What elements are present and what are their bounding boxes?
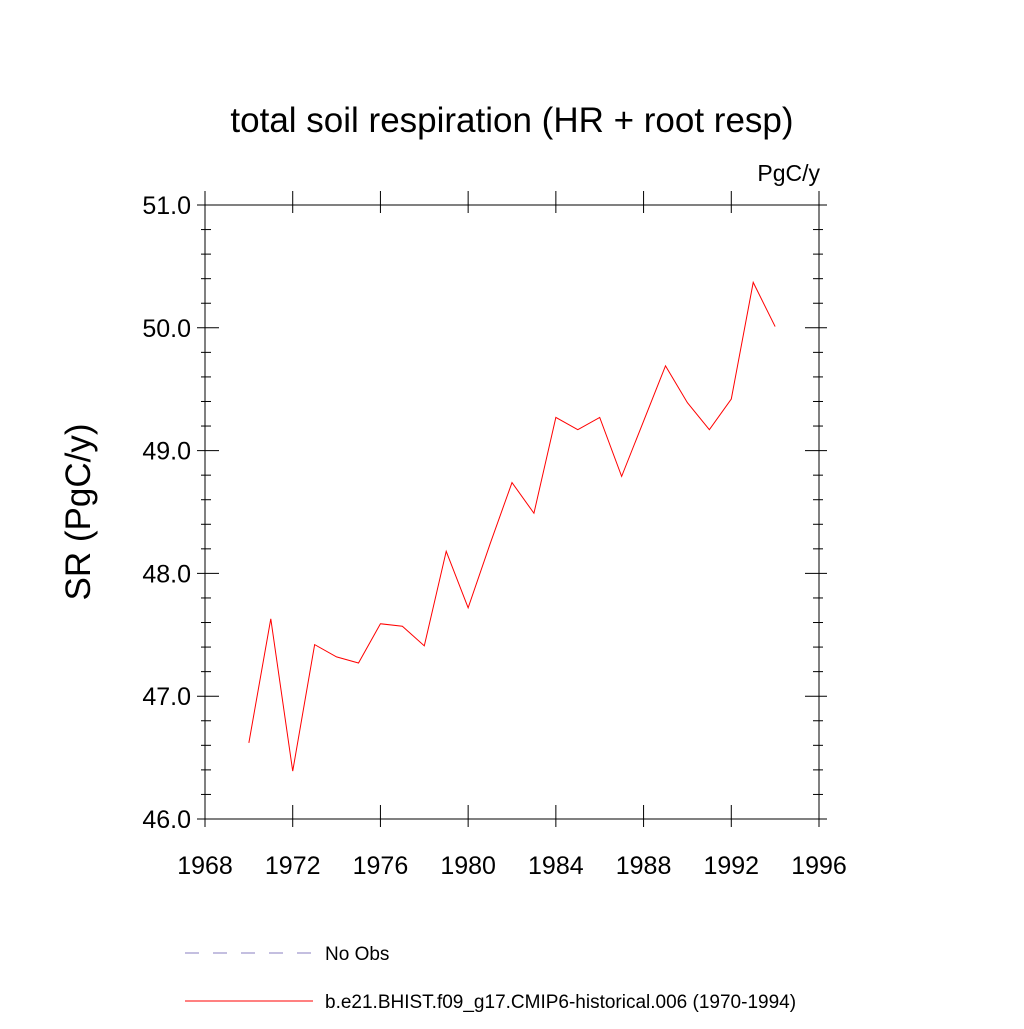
x-tick-label: 1968 — [177, 852, 233, 880]
y-tick-label: 48.0 — [142, 560, 191, 588]
y-tick-label: 51.0 — [142, 192, 191, 220]
legend-label-1: b.e21.BHIST.f09_g17.CMIP6-historical.006… — [325, 992, 796, 1013]
x-tick-label: 1996 — [791, 852, 847, 880]
series-layer — [248, 280, 776, 772]
y-tick-label: 49.0 — [142, 438, 191, 466]
y-tick-label: 50.0 — [142, 315, 191, 343]
y-tick-label: 47.0 — [142, 683, 191, 711]
legend-label-0: No Obs — [325, 944, 389, 965]
x-tick-label: 1972 — [265, 852, 321, 880]
chart-title: total soil respiration (HR + root resp) — [230, 101, 793, 140]
series-line-0 — [248, 280, 776, 772]
y-tick-label: 46.0 — [142, 806, 191, 834]
y-axis-label: SR (PgC/y) — [59, 424, 98, 601]
x-tick-label: 1988 — [616, 852, 672, 880]
legend: No Obs b.e21.BHIST.f09_g17.CMIP6-historic… — [185, 944, 796, 1013]
x-tick-label: 1976 — [353, 852, 409, 880]
units-label: PgC/y — [757, 160, 820, 186]
x-tick-label: 1984 — [528, 852, 584, 880]
plot-frame — [204, 204, 820, 820]
y-axis-ticks: 46.0 47.0 48.0 49.0 50.0 51.0 — [142, 192, 827, 834]
x-tick-label: 1980 — [440, 852, 496, 880]
x-tick-label: 1992 — [703, 852, 759, 880]
x-axis-ticks: 1968 1972 1976 1980 1984 1988 1992 1996 — [177, 191, 847, 880]
